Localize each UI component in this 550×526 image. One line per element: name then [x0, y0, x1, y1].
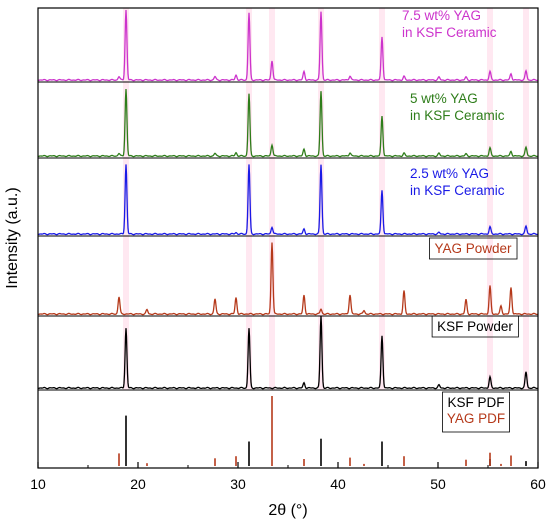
peak-band	[246, 8, 252, 390]
series-label-line: KSF PDF	[447, 395, 504, 410]
series-label-line: in KSF Ceramic	[410, 108, 505, 123]
series-label-line: in KSF Ceramic	[410, 183, 505, 198]
series-label: KSF PDF	[447, 395, 504, 410]
series-trace	[37, 315, 539, 390]
label-box	[429, 237, 518, 260]
x-tick-label: 30	[230, 476, 246, 492]
series-label: KSF Powder	[437, 319, 513, 334]
label-box	[442, 391, 510, 433]
x-tick-label: 20	[130, 476, 146, 492]
series-label-line: YAG Powder	[434, 241, 512, 256]
peak-band	[523, 8, 529, 390]
series-label: 5 wt% YAG in KSF Ceramic	[410, 91, 505, 123]
series-label-line: 2.5 wt% YAG	[410, 166, 489, 181]
x-axis-label: 2θ (°)	[268, 502, 307, 519]
series-labels-group: 7.5 wt% YAG in KSF Ceramic 5 wt% YAG in KSF…	[402, 8, 519, 433]
x-axis-ticks: 10 20 30 40 50 60	[30, 462, 546, 492]
series-label-line: YAG PDF	[447, 411, 505, 426]
series-label-line: 7.5 wt% YAG	[402, 8, 481, 23]
series-label-line: KSF Powder	[437, 319, 513, 334]
peak-band	[318, 8, 324, 390]
peak-band	[487, 8, 493, 390]
series-trace	[37, 164, 539, 236]
series-label: YAG PDF	[447, 411, 505, 426]
panel-dividers	[38, 81, 538, 391]
series-label-line: 5 wt% YAG	[410, 91, 478, 106]
y-axis-label: Intensity (a.u.)	[4, 187, 21, 288]
series-label: YAG Powder	[434, 241, 512, 256]
series-trace	[37, 242, 539, 316]
series-label-line: in KSF Ceramic	[402, 25, 497, 40]
x-tick-label: 50	[430, 476, 446, 492]
traces-group	[37, 9, 539, 466]
series-trace	[37, 88, 539, 158]
series-trace	[37, 9, 539, 82]
x-tick-label: 40	[330, 476, 346, 492]
label-box	[431, 315, 519, 338]
peak-band	[123, 8, 129, 390]
x-tick-label: 10	[30, 476, 46, 492]
x-tick-label: 60	[530, 476, 546, 492]
series-label: 7.5 wt% YAG in KSF Ceramic	[402, 8, 497, 40]
peak-band	[269, 8, 275, 390]
series-label: 2.5 wt% YAG in KSF Ceramic	[410, 166, 505, 198]
